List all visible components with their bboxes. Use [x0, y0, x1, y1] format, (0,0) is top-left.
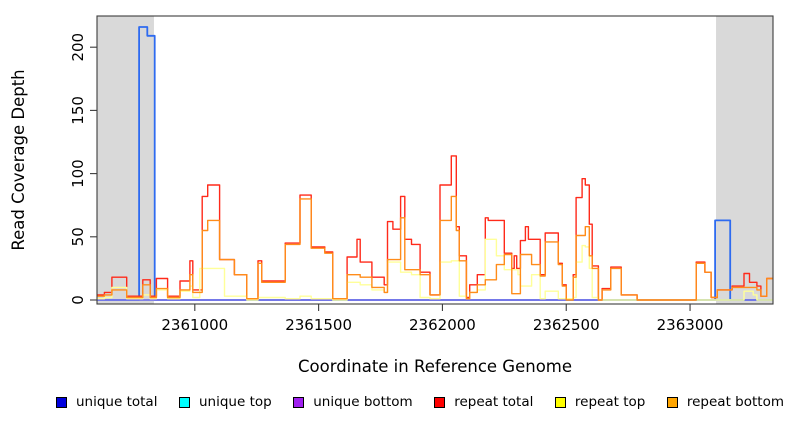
x-axis-title: Coordinate in Reference Genome — [298, 357, 572, 376]
legend-label: unique top — [199, 394, 272, 410]
legend-swatch-repeat-total — [434, 396, 446, 408]
legend-label: repeat top — [574, 394, 646, 410]
legend-item-repeat-top: repeat top — [554, 394, 646, 410]
legend-item-unique-top: unique top — [179, 394, 272, 410]
y-tick-label: 200 — [69, 33, 87, 62]
plot-border — [96, 15, 774, 305]
legend-label: repeat bottom — [686, 394, 784, 410]
x-tick-label: 2362500 — [533, 316, 600, 334]
series-lines — [97, 26, 773, 301]
legend-label: repeat total — [454, 394, 534, 410]
x-tick-label: 2362000 — [409, 316, 476, 334]
x-tick-label: 2363000 — [657, 316, 724, 334]
shaded-regions — [97, 16, 773, 304]
masked-region-right — [716, 16, 773, 304]
legend-swatch-unique-bottom — [293, 396, 305, 408]
legend-item-unique-bottom: unique bottom — [293, 394, 413, 410]
legend-item-repeat-bottom: repeat bottom — [666, 394, 784, 410]
y-tick-label: 50 — [69, 227, 87, 246]
axis-ticks: 2361000 2361500 2362000 2362500 2363000 0 50 10… — [69, 33, 723, 334]
masked-region-left — [97, 16, 154, 304]
legend-swatch-repeat-bottom — [666, 396, 678, 408]
chart-legend: unique total unique top unique bottom repea… — [0, 394, 792, 410]
legend-swatch-repeat-top — [554, 396, 566, 408]
x-tick-label: 2361500 — [285, 316, 352, 334]
legend-label: unique bottom — [313, 394, 413, 410]
series-repeat-bottom — [97, 195, 773, 301]
series-repeat-top — [97, 238, 773, 301]
y-tick-label: 0 — [69, 295, 87, 305]
y-tick-label: 150 — [69, 96, 87, 125]
y-tick-label: 100 — [69, 159, 87, 188]
legend-swatch-unique-total — [56, 396, 67, 408]
legend-swatch-unique-top — [179, 396, 190, 408]
coverage-chart: 2361000 2361500 2362000 2362500 2363000 0 50 10… — [9, 15, 774, 376]
series-repeat-total — [97, 155, 773, 301]
legend-item-repeat-total: repeat total — [434, 394, 533, 410]
y-axis-title: Read Coverage Depth — [9, 69, 28, 250]
x-tick-label: 2361000 — [161, 316, 228, 334]
legend-label: unique total — [76, 394, 158, 410]
legend-item-unique-total: unique total — [56, 394, 157, 410]
series-unique-total — [97, 26, 773, 301]
